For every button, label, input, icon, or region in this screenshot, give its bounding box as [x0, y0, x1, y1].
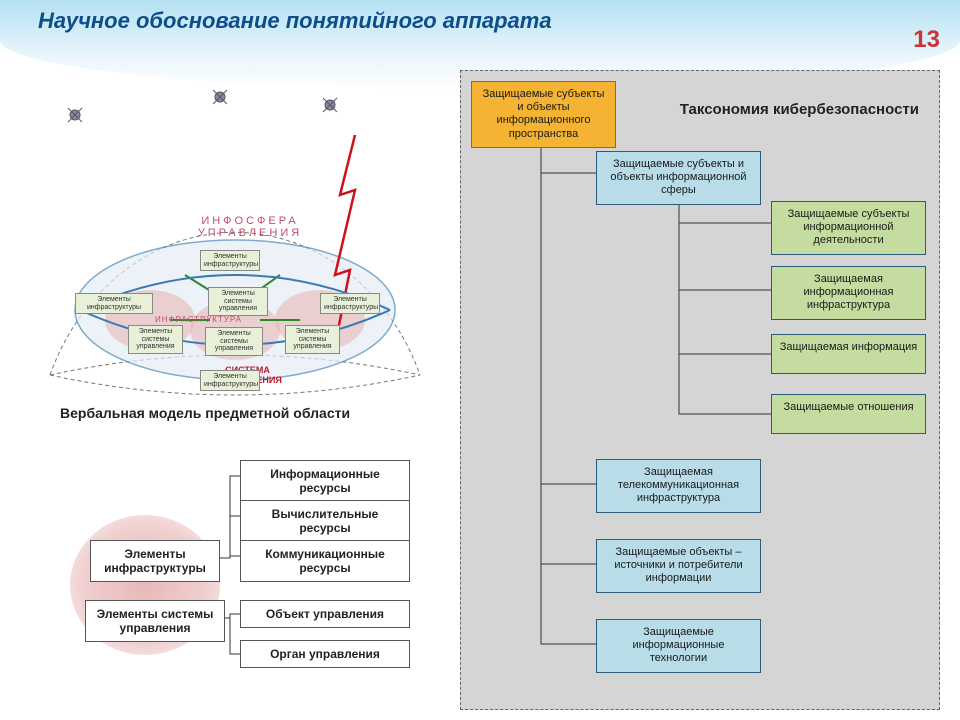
mini-box: Элементы инфраструктуры [200, 370, 260, 391]
infosphere-l2: УПРАВЛЕНИЯ [198, 227, 302, 239]
left-node-root1: Элементы инфраструктуры [90, 540, 220, 582]
dome-label-infra: ИНФРАСТРУКТУРА [155, 315, 242, 324]
mini-box: Элементы системы управления [128, 325, 183, 354]
left-node-e: Орган управления [240, 640, 410, 668]
mini-box: Элементы инфраструктуры [75, 293, 153, 314]
taxonomy-node-n5: Защищаемые отношения [771, 394, 926, 434]
page-number: 13 [913, 26, 940, 54]
mini-box: Элементы инфраструктуры [320, 293, 380, 314]
infosphere-l1: ИНФОСФЕРА [201, 215, 298, 227]
dome-diagram: ИНФОСФЕРА УПРАВЛЕНИЯ ИНФРАСТРУКТУРА СИСТ… [20, 75, 450, 405]
taxonomy-node-n1: Защищаемые субъекты и объекты информацио… [596, 151, 761, 205]
taxonomy-node-n7: Защищаемые объекты – источники и потреби… [596, 539, 761, 593]
taxonomy-node-n3: Защищаемая информационная инфраструктура [771, 266, 926, 320]
left-node-d: Объект управления [240, 600, 410, 628]
taxonomy-panel: Таксономия кибербезопасности Защищаемые … [460, 70, 940, 710]
left-node-b: Вычислительные ресурсы [240, 500, 410, 542]
taxonomy-node-root: Защищаемые субъекты и объекты информацио… [471, 81, 616, 148]
mini-box: Элементы системы управления [208, 287, 268, 316]
taxonomy-node-n8: Защищаемые информационные технологии [596, 619, 761, 673]
left-node-c: Коммуникационные ресурсы [240, 540, 410, 582]
left-node-root2: Элементы системы управления [85, 600, 225, 642]
page-title: Научное обоснование понятийного аппарата [38, 8, 552, 34]
mini-box: Элементы системы управления [285, 325, 340, 354]
left-hierarchy: Элементы инфраструктуры Элементы системы … [30, 445, 450, 705]
left-node-a: Информационные ресурсы [240, 460, 410, 502]
dome-caption: Вербальная модель предметной области [60, 405, 350, 421]
taxonomy-node-n2: Защищаемые субъекты информационной деяте… [771, 201, 926, 255]
dome-label-infosphere: ИНФОСФЕРА УПРАВЛЕНИЯ [160, 215, 340, 239]
taxonomy-node-n6: Защищаемая телекоммуникационная инфрастр… [596, 459, 761, 513]
mini-box: Элементы инфраструктуры [200, 250, 260, 271]
mini-box: Элементы системы управления [205, 327, 263, 356]
taxonomy-title: Таксономия кибербезопасности [680, 101, 919, 118]
taxonomy-node-n4: Защищаемая информация [771, 334, 926, 374]
